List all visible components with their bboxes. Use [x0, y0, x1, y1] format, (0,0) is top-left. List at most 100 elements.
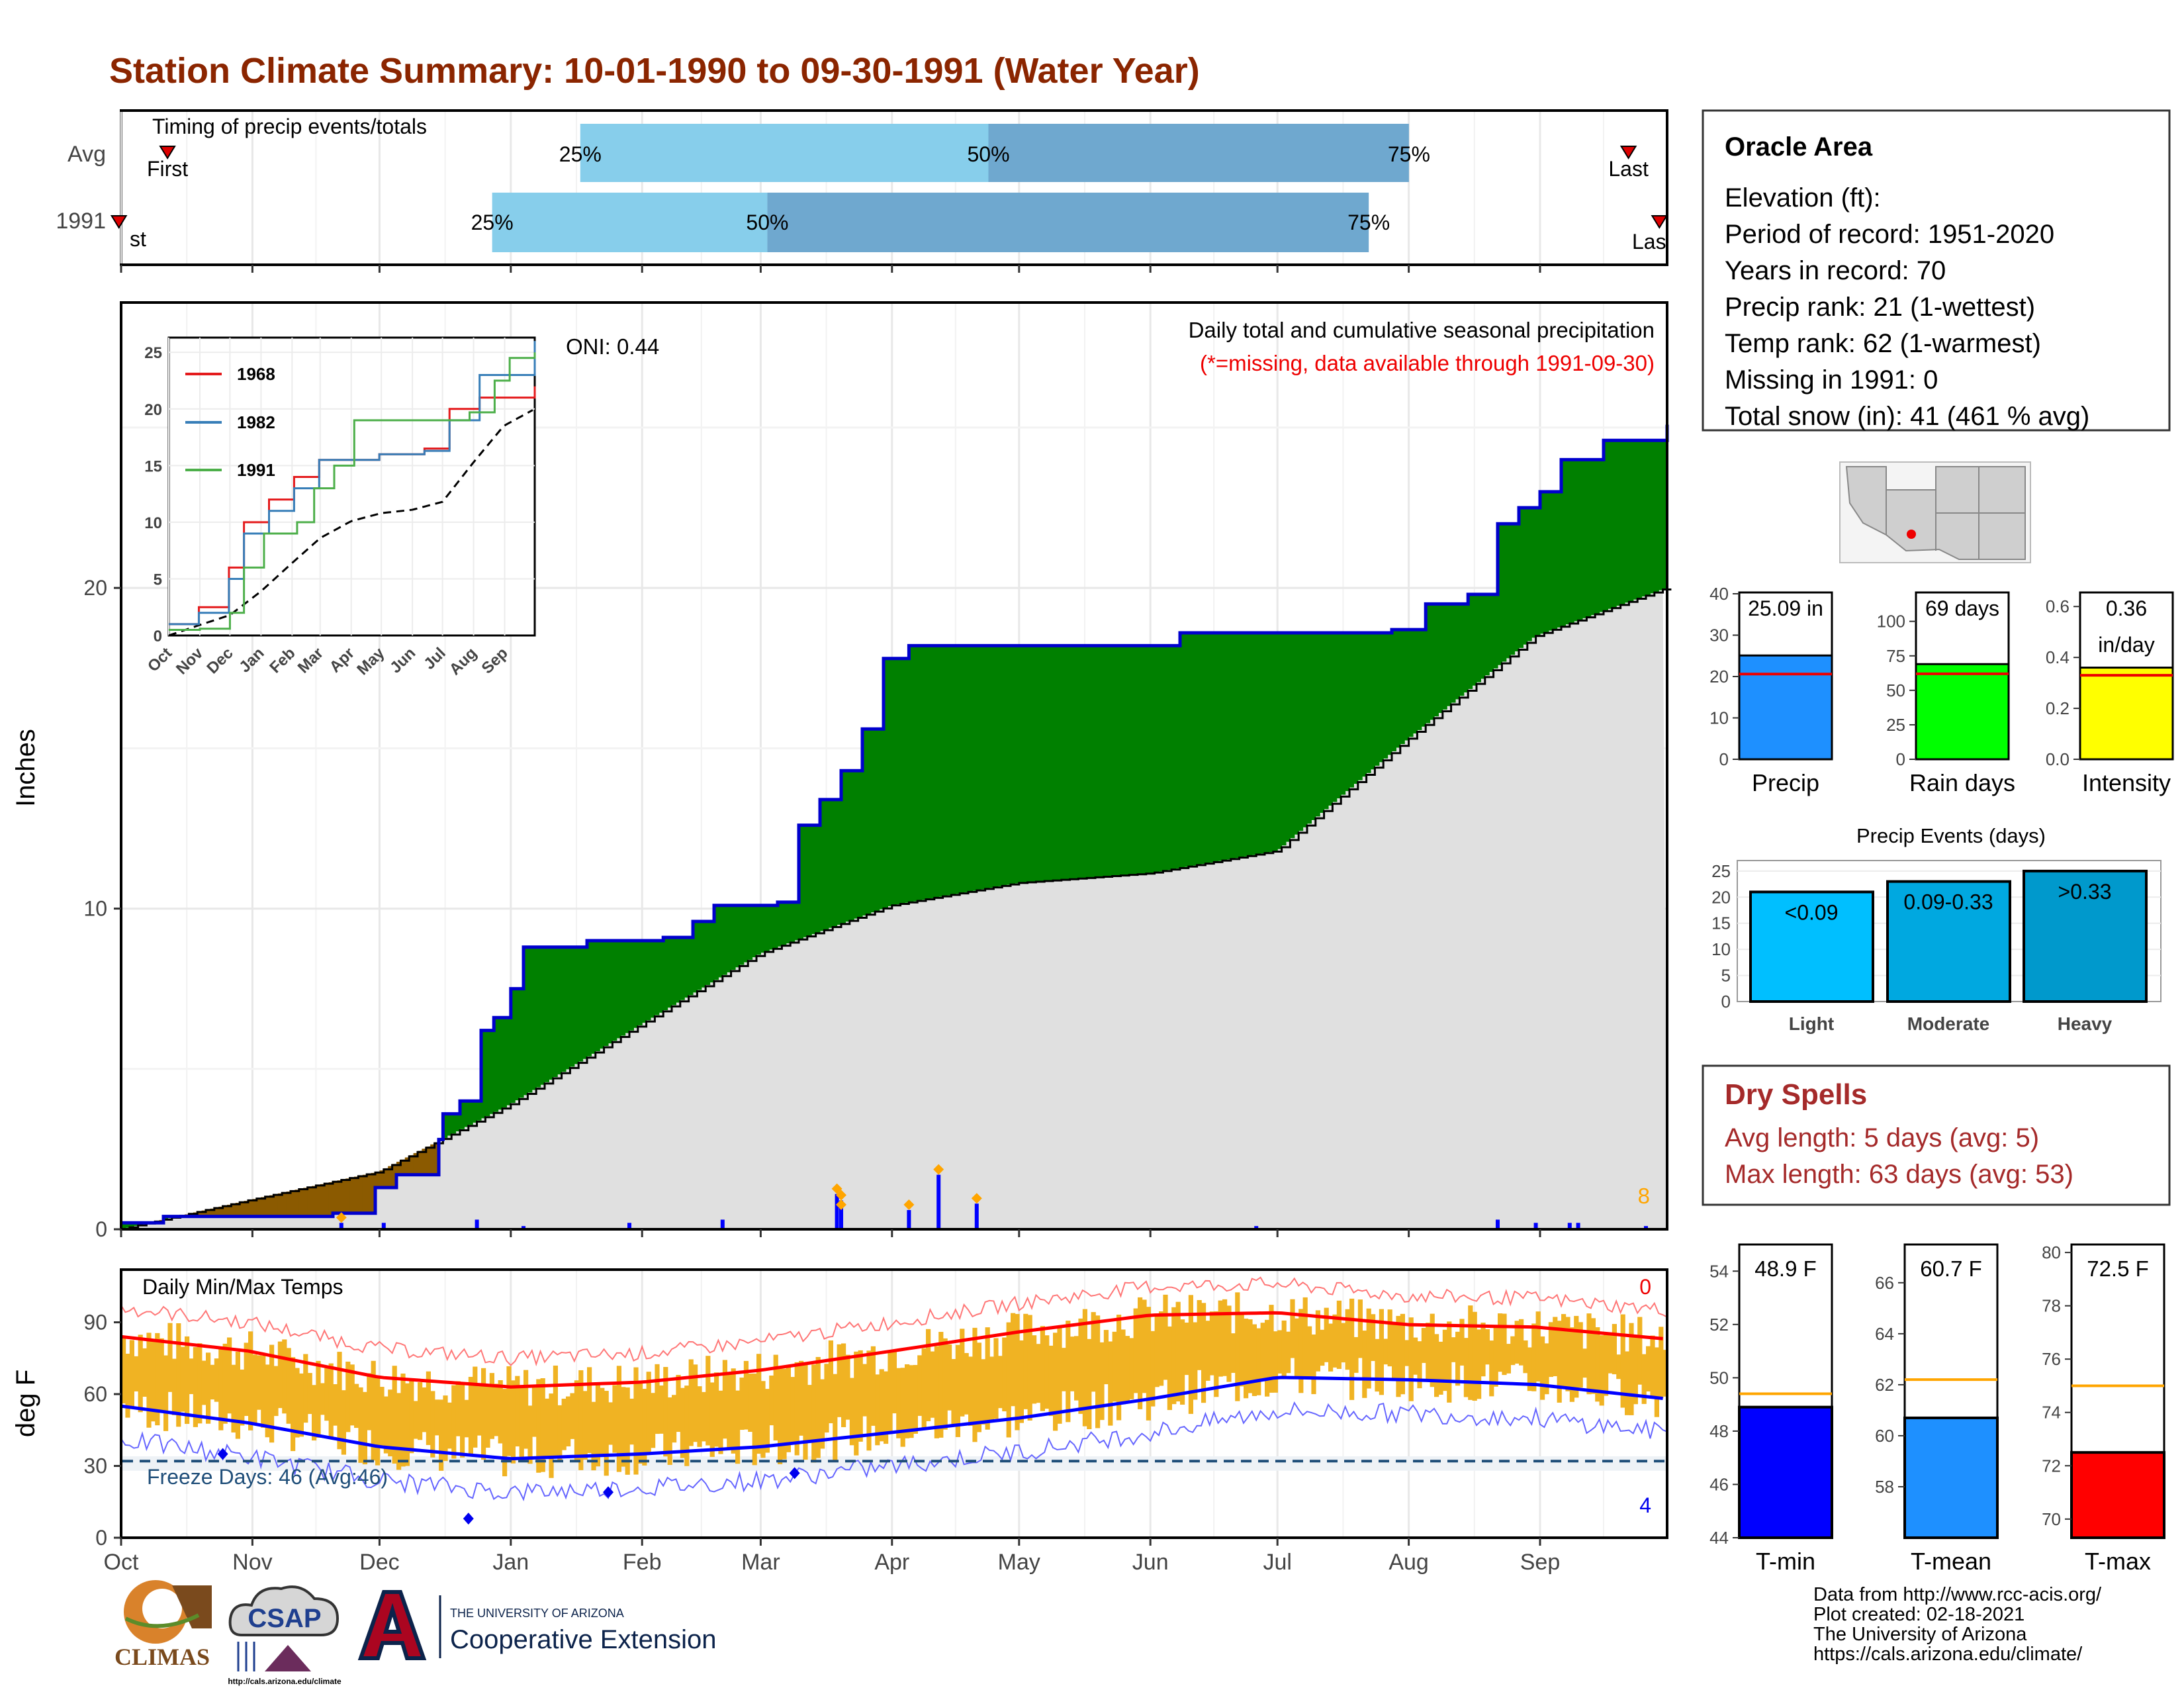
temp-bar-tick-label: 72	[2042, 1456, 2061, 1476]
daily-temp-bar	[1112, 1331, 1117, 1402]
above-normal-fill	[1637, 440, 1643, 598]
avg-last-label: Last	[1608, 157, 1649, 181]
timing-panel: Timing of precip events/totals Avg 1991 …	[56, 109, 1668, 266]
daily-temp-bar	[1269, 1305, 1274, 1393]
daily-temp-bar	[968, 1356, 974, 1426]
temp-series	[120, 1276, 1668, 1525]
daily-temp-bar	[1599, 1335, 1604, 1406]
daily-temp-bar	[1336, 1300, 1342, 1369]
below-normal-fill	[231, 1203, 236, 1217]
above-normal-fill	[833, 799, 838, 927]
above-normal-fill	[1286, 632, 1291, 842]
timing-label-25: 25%	[559, 142, 602, 166]
above-normal-fill	[1226, 632, 1232, 860]
above-normal-fill	[926, 645, 931, 900]
daily-temp-bar	[942, 1338, 948, 1430]
daily-temp-bar	[1256, 1328, 1261, 1395]
above-normal-fill	[1146, 645, 1151, 874]
y1991-first-label: st	[130, 227, 146, 251]
above-normal-fill	[1290, 632, 1295, 839]
daily-temp-bar	[1357, 1299, 1363, 1358]
events-bar-value: <0.09	[1785, 900, 1839, 924]
month-label: Jan	[492, 1550, 529, 1575]
daily-temp-bar	[485, 1385, 490, 1448]
above-normal-fill	[989, 645, 994, 888]
above-normal-fill	[1163, 645, 1168, 871]
stat-bar-tick-label: 20	[1709, 667, 1729, 686]
extreme-precip-count: 8	[1638, 1184, 1650, 1208]
above-normal-fill	[1434, 604, 1439, 717]
above-normal-fill	[1171, 645, 1177, 870]
daily-temp-bar	[709, 1382, 715, 1457]
temp-ytick-label: 90	[83, 1311, 107, 1335]
daily-temp-bar	[1057, 1326, 1062, 1424]
events-tick-label: 5	[1721, 966, 1731, 986]
below-normal-fill	[379, 1170, 385, 1188]
daily-temp-bar	[786, 1367, 791, 1452]
daily-temp-bar	[921, 1348, 927, 1429]
temp-bar-tick-label: 60	[1875, 1426, 1894, 1446]
daily-temp-bar	[396, 1393, 402, 1470]
stat-bar-tick-label: 50	[1886, 680, 1905, 700]
daily-temp-bar	[672, 1395, 677, 1443]
month-label: Sep	[1520, 1550, 1561, 1575]
precip-yticks: 0 10 20	[83, 576, 121, 1241]
daily-temp-bar	[1277, 1330, 1283, 1374]
above-normal-fill	[1582, 459, 1587, 618]
daily-temp-bar	[1298, 1309, 1304, 1393]
avg-last-marker	[1619, 146, 1637, 160]
above-normal-fill	[1036, 645, 1041, 882]
daily-temp-bar	[1510, 1336, 1516, 1366]
daily-temp-bar	[1307, 1326, 1312, 1379]
daily-temp-bar	[1175, 1301, 1181, 1402]
daily-temp-bar	[222, 1343, 228, 1424]
daily-temp-bar	[125, 1354, 130, 1418]
daily-temp-bar	[1235, 1292, 1240, 1401]
above-normal-fill	[1302, 632, 1308, 827]
daily-temp-bar	[375, 1376, 381, 1466]
daily-temp-bar	[1659, 1327, 1664, 1399]
temp-bar-label: T-mean	[1911, 1548, 1991, 1575]
above-normal-fill	[1646, 440, 1651, 595]
above-normal-fill	[1091, 645, 1096, 878]
daily-temp-bar	[964, 1352, 969, 1415]
events-bar-1	[1886, 880, 2011, 1003]
events-tick-label: 0	[1721, 992, 1731, 1011]
daily-temp-bar	[849, 1378, 854, 1446]
above-normal-fill	[531, 947, 537, 1090]
daily-temp-bar	[722, 1360, 727, 1439]
daily-precip-bar	[1254, 1226, 1259, 1229]
daily-temp-bar	[1040, 1326, 1045, 1411]
stat-bar-tick-label: 0.2	[2046, 698, 2070, 718]
month-label: Mar	[741, 1550, 780, 1575]
above-normal-fill	[1112, 645, 1117, 876]
below-normal-fill	[409, 1155, 414, 1175]
csap-logo: CSAP http://cals.arizona.edu/climate	[228, 1585, 341, 1686]
daily-temp-bar	[1472, 1311, 1477, 1401]
above-normal-fill	[1357, 632, 1363, 780]
dry-spells-max: Max length: 63 days (avg: 53)	[1725, 1160, 2073, 1189]
daily-precip-bar	[907, 1209, 911, 1229]
inset-legend-label: 1982	[237, 412, 275, 432]
daily-temp-bar	[735, 1390, 741, 1464]
daily-temp-bar	[185, 1336, 190, 1425]
above-normal-fill	[1138, 645, 1142, 874]
daily-temp-bar	[705, 1356, 711, 1446]
inset-legend-label: 1968	[237, 364, 275, 384]
daily-temp-bar	[858, 1350, 863, 1442]
above-normal-fill	[1586, 459, 1592, 617]
below-normal-fill	[244, 1201, 249, 1217]
daily-precip-bar	[1644, 1226, 1648, 1229]
daily-temp-bar	[1392, 1324, 1397, 1378]
daily-temp-bar	[1015, 1313, 1020, 1430]
above-normal-fill	[1430, 604, 1435, 720]
daily-temp-bar	[1498, 1313, 1503, 1372]
above-normal-fill	[519, 988, 524, 1098]
daily-precip-bar	[835, 1194, 839, 1229]
daily-temp-bar	[134, 1356, 139, 1391]
stat-bar-tick-label: 30	[1709, 626, 1729, 645]
daily-temp-bar	[1586, 1313, 1592, 1395]
daily-temp-bar	[1197, 1299, 1202, 1370]
above-normal-fill	[443, 1113, 448, 1138]
above-normal-fill	[1048, 645, 1054, 881]
